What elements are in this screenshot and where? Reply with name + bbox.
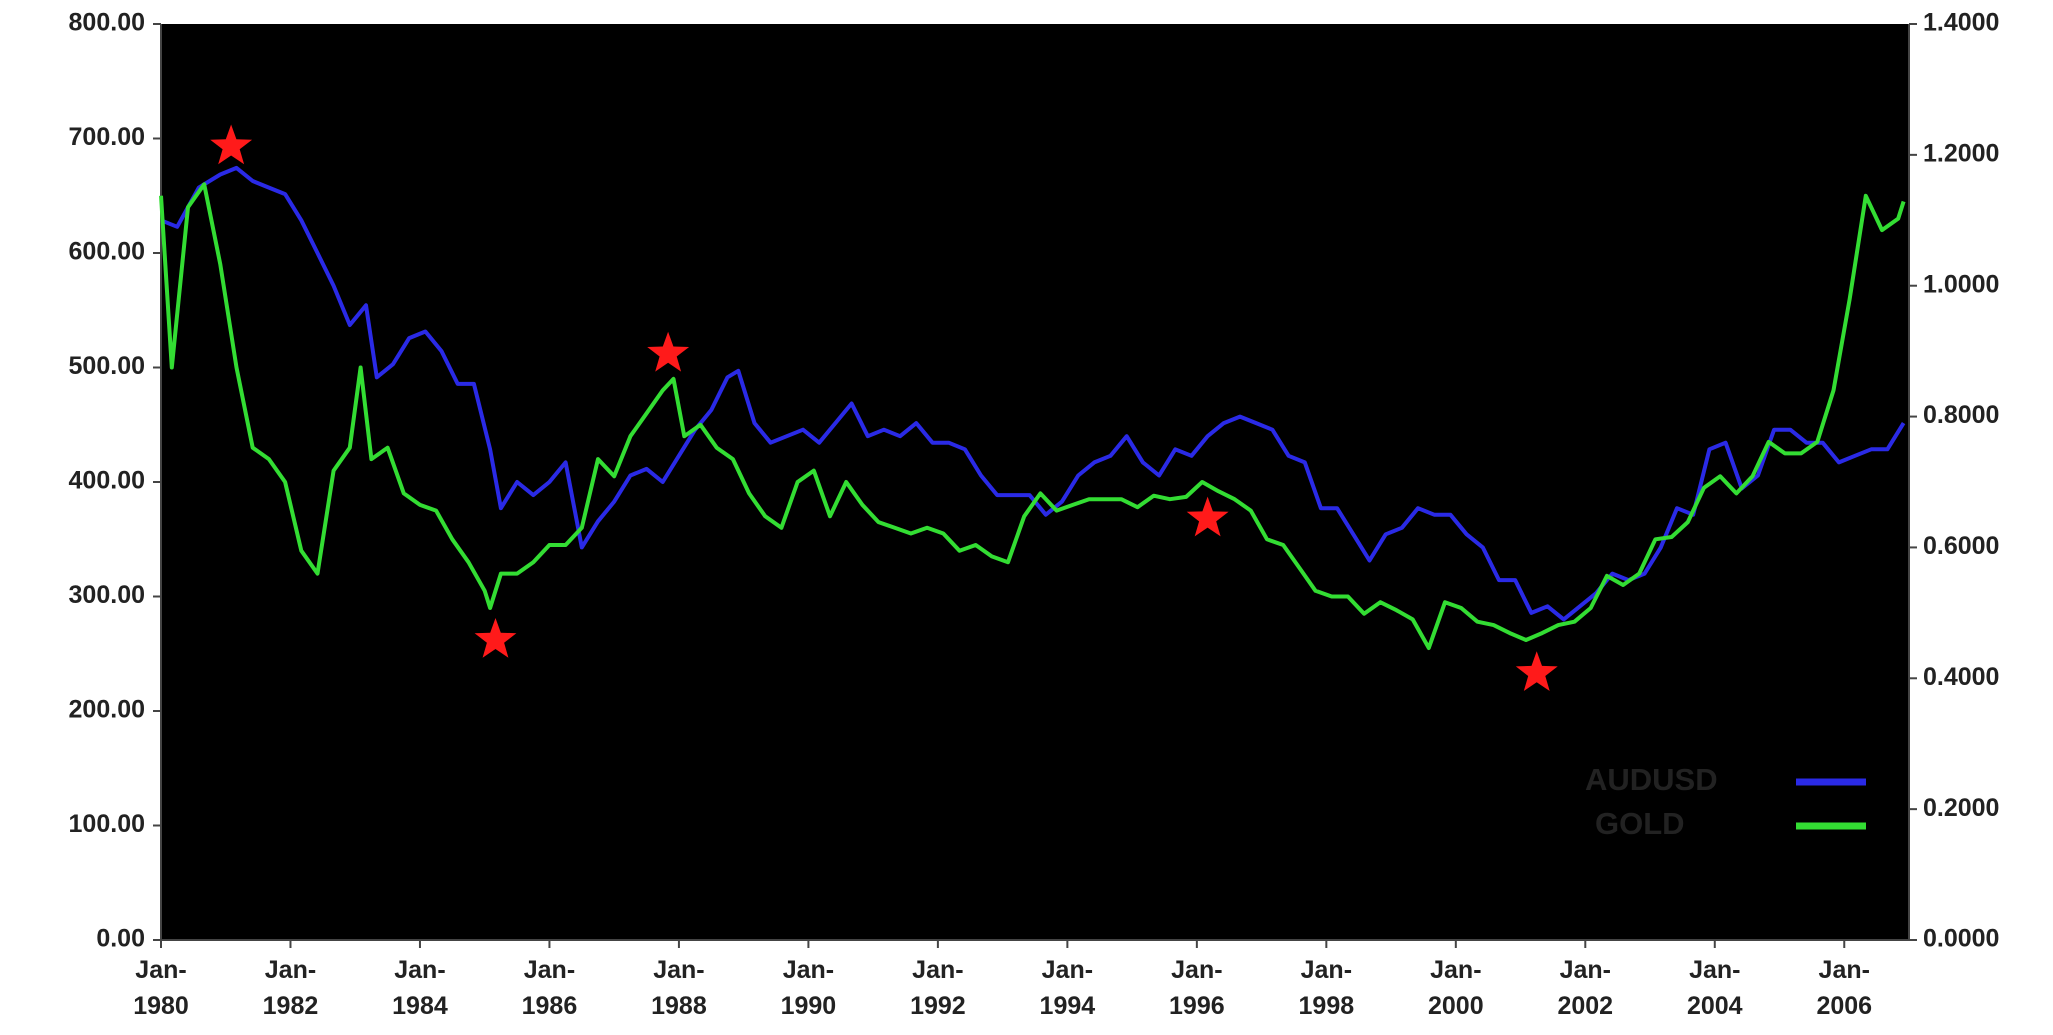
legend-label: AUDUSD [1585, 762, 1718, 797]
star-marker [474, 618, 517, 658]
x-tick-label: Jan- 2002 [1557, 956, 1614, 1020]
y-tick-label: 700.00 [69, 123, 145, 151]
y2-tick-label: 0.0000 [1923, 925, 1999, 953]
x-tick-label: Jan- 1986 [521, 956, 578, 1020]
y2-tick-label: 1.4000 [1923, 9, 1999, 37]
x-tick-label: Jan- 1992 [910, 956, 966, 1020]
x-tick-label: Jan- 1996 [1169, 956, 1225, 1020]
y2-tick-label: 0.6000 [1923, 532, 1999, 560]
star-marker [210, 124, 253, 165]
y2-tick-label: 0.2000 [1923, 794, 1999, 822]
y2-tick-label: 0.4000 [1923, 663, 1999, 691]
y2-tick-label: 1.0000 [1923, 270, 1999, 298]
x-tick-label: Jan- 1982 [262, 956, 319, 1020]
x-tick-label: Jan- 1990 [780, 956, 837, 1020]
series-line [159, 182, 1906, 650]
x-tick-label: Jan- 2006 [1816, 956, 1873, 1020]
x-tick-label: Jan- 1998 [1298, 956, 1355, 1020]
x-tick-label: Jan- 2000 [1428, 956, 1484, 1020]
y-tick-label: 400.00 [69, 467, 145, 495]
y-tick-label: 200.00 [69, 696, 145, 724]
y-tick-label: 100.00 [69, 810, 145, 838]
y-tick-label: 800.00 [69, 9, 145, 37]
x-tick-label: Jan- 1988 [651, 956, 707, 1020]
star-marker [1515, 651, 1558, 691]
x-tick-label: Jan- 1980 [133, 956, 189, 1020]
y-tick-label: 0.00 [96, 925, 145, 953]
x-tick-label: Jan- 1994 [1039, 956, 1096, 1020]
y-tick-label: 500.00 [69, 352, 145, 380]
y-tick-label: 600.00 [69, 238, 145, 266]
y2-tick-label: 0.8000 [1923, 401, 1999, 429]
x-tick-label: Jan- 2004 [1686, 956, 1743, 1020]
plot-area [161, 24, 1909, 940]
legend-label: GOLD [1595, 806, 1685, 841]
star-marker [1186, 496, 1229, 537]
series-line [160, 165, 1906, 622]
star-marker [647, 331, 690, 372]
x-tick-label: Jan- 1984 [392, 956, 448, 1020]
y-tick-label: 300.00 [69, 581, 145, 609]
y2-tick-label: 1.2000 [1923, 139, 1999, 167]
